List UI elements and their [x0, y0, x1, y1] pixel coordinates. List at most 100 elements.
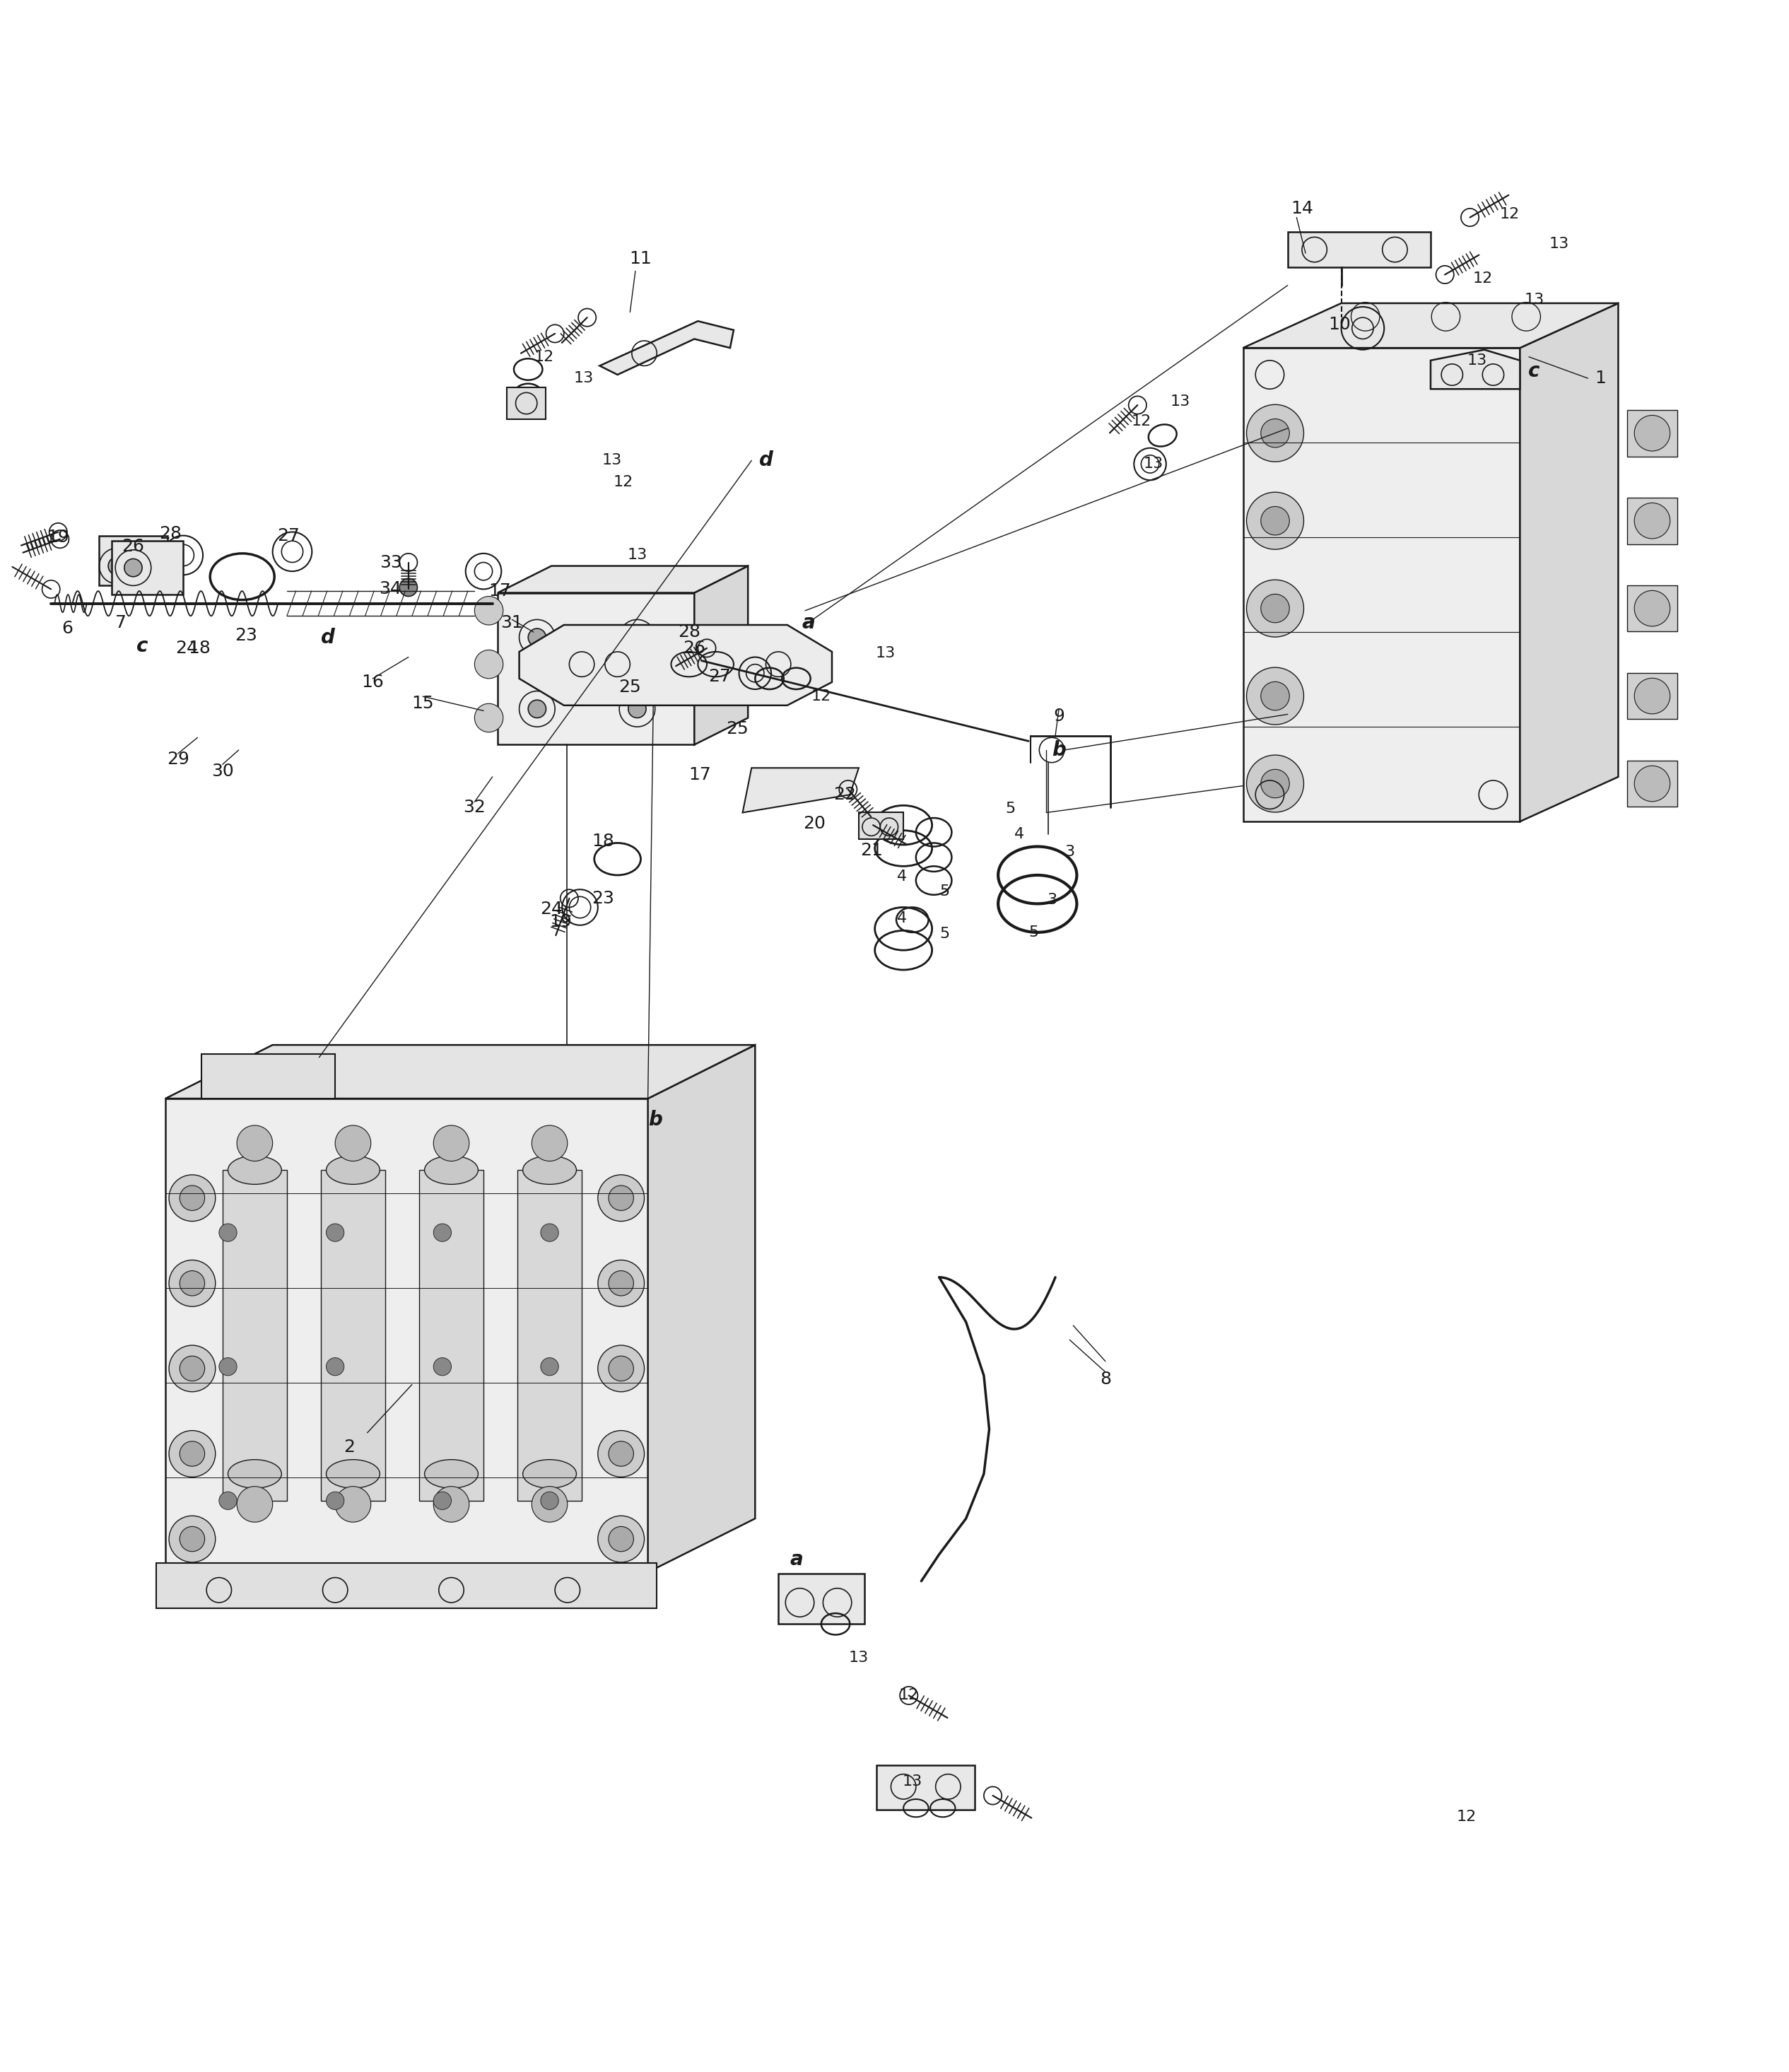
FancyBboxPatch shape	[320, 1171, 385, 1500]
Circle shape	[540, 1492, 558, 1510]
Text: 26: 26	[122, 539, 145, 555]
Circle shape	[335, 1125, 370, 1160]
Circle shape	[608, 1185, 633, 1210]
Circle shape	[107, 557, 125, 574]
Text: 12: 12	[535, 350, 555, 365]
Text: 14: 14	[1290, 201, 1313, 218]
Polygon shape	[694, 566, 748, 744]
Circle shape	[1261, 419, 1290, 448]
Circle shape	[218, 1357, 236, 1376]
Text: 3: 3	[1047, 893, 1057, 908]
Circle shape	[598, 1345, 644, 1392]
Polygon shape	[519, 626, 832, 704]
Text: 13: 13	[628, 549, 648, 562]
Circle shape	[474, 597, 503, 626]
Ellipse shape	[424, 1156, 478, 1185]
Circle shape	[399, 578, 417, 597]
Text: 17: 17	[689, 767, 710, 783]
Text: 31: 31	[501, 615, 524, 632]
Text: 3: 3	[1064, 845, 1075, 860]
Polygon shape	[165, 1044, 755, 1098]
Ellipse shape	[227, 1156, 281, 1185]
FancyBboxPatch shape	[1628, 497, 1678, 545]
Polygon shape	[742, 769, 859, 812]
Text: 30: 30	[211, 762, 234, 779]
Text: 20: 20	[803, 814, 825, 831]
Text: 12: 12	[898, 1689, 920, 1703]
Text: 5: 5	[939, 885, 950, 899]
Text: 8: 8	[1100, 1372, 1111, 1388]
Text: 13: 13	[574, 371, 594, 385]
Text: 28: 28	[678, 624, 699, 640]
FancyBboxPatch shape	[156, 1562, 657, 1608]
Text: c: c	[136, 636, 148, 657]
Circle shape	[236, 1125, 272, 1160]
Circle shape	[179, 1355, 204, 1382]
Circle shape	[628, 628, 646, 646]
FancyBboxPatch shape	[1628, 584, 1678, 632]
Text: 19: 19	[549, 914, 571, 930]
Ellipse shape	[424, 1459, 478, 1488]
FancyBboxPatch shape	[506, 387, 546, 419]
Circle shape	[433, 1492, 451, 1510]
Text: 13: 13	[848, 1651, 869, 1666]
Circle shape	[1635, 678, 1671, 715]
Text: 4: 4	[896, 912, 907, 924]
Circle shape	[1261, 682, 1290, 711]
Circle shape	[168, 1517, 215, 1562]
Polygon shape	[165, 1098, 648, 1573]
Text: 23: 23	[592, 889, 614, 908]
Text: 18: 18	[592, 833, 614, 850]
Text: 13: 13	[1549, 236, 1569, 251]
Text: 23: 23	[234, 628, 258, 644]
FancyBboxPatch shape	[778, 1575, 864, 1624]
Text: 12: 12	[1456, 1811, 1476, 1823]
Text: 12: 12	[810, 690, 832, 704]
Circle shape	[608, 1527, 633, 1552]
Text: 27: 27	[277, 526, 301, 545]
Text: 5: 5	[1029, 926, 1039, 939]
Text: a: a	[801, 613, 816, 634]
Text: 16: 16	[361, 673, 385, 690]
Text: 5: 5	[939, 926, 950, 941]
Ellipse shape	[326, 1156, 379, 1185]
FancyBboxPatch shape	[111, 541, 182, 595]
Circle shape	[326, 1492, 343, 1510]
Circle shape	[1635, 414, 1671, 452]
Circle shape	[474, 651, 503, 678]
Text: 13: 13	[902, 1774, 923, 1788]
Polygon shape	[1243, 303, 1619, 348]
FancyBboxPatch shape	[222, 1171, 286, 1500]
Text: 15: 15	[411, 694, 435, 713]
Circle shape	[218, 1492, 236, 1510]
Circle shape	[608, 1355, 633, 1382]
Circle shape	[540, 1357, 558, 1376]
Text: 25: 25	[619, 680, 640, 696]
Text: 24: 24	[175, 640, 199, 657]
Circle shape	[531, 1125, 567, 1160]
FancyBboxPatch shape	[1628, 673, 1678, 719]
Circle shape	[236, 1486, 272, 1523]
Text: 12: 12	[1499, 207, 1519, 222]
FancyBboxPatch shape	[1628, 410, 1678, 456]
Polygon shape	[648, 1044, 755, 1573]
Polygon shape	[1288, 232, 1431, 267]
Text: 13: 13	[1170, 394, 1190, 408]
Text: 4: 4	[1014, 827, 1025, 841]
Circle shape	[598, 1517, 644, 1562]
Text: 13: 13	[1524, 292, 1544, 307]
FancyBboxPatch shape	[859, 812, 903, 839]
FancyBboxPatch shape	[877, 1765, 975, 1809]
Text: b: b	[648, 1111, 662, 1129]
Circle shape	[326, 1357, 343, 1376]
Ellipse shape	[522, 1156, 576, 1185]
Text: 6: 6	[61, 620, 73, 636]
Text: 24: 24	[540, 901, 564, 918]
Circle shape	[1247, 754, 1304, 812]
Text: 28: 28	[159, 526, 182, 543]
Circle shape	[179, 1442, 204, 1467]
Text: 2: 2	[343, 1438, 354, 1455]
Circle shape	[168, 1345, 215, 1392]
Polygon shape	[599, 321, 733, 375]
Circle shape	[1247, 580, 1304, 636]
